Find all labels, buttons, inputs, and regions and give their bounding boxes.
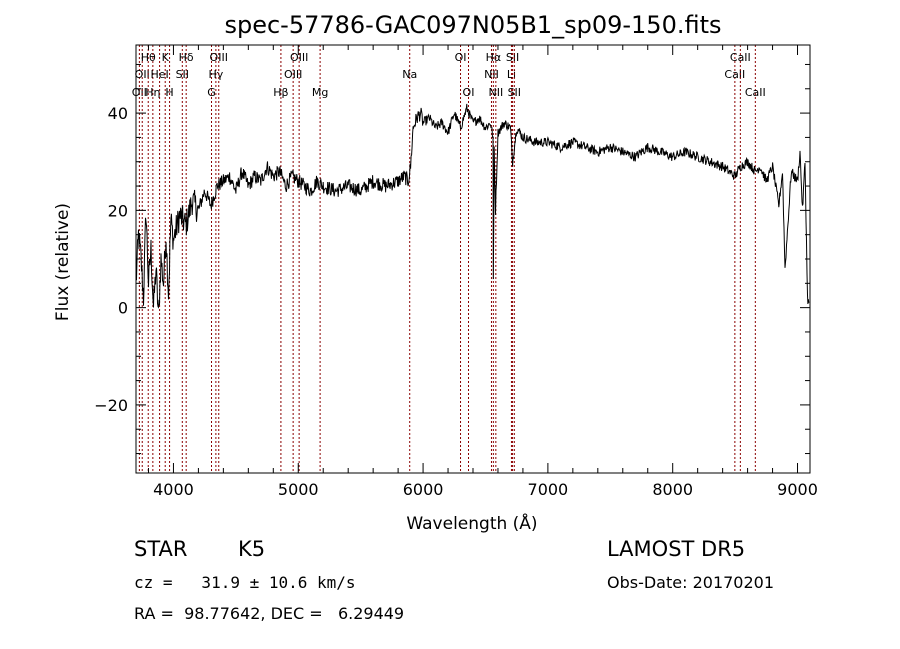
x-tick-label-0: 4000 <box>153 480 194 499</box>
y-tick-label-3: 40 <box>108 104 128 123</box>
coordinates-readout: RA = 98.77642, DEC = 6.29449 <box>134 604 405 623</box>
y-tick-label-1: 0 <box>118 299 128 318</box>
chart-title: spec-57786-GAC097N05B1_sp09-150.fits <box>224 11 721 39</box>
redshift-readout: cz = 31.9 ± 10.6 km/s <box>134 573 356 592</box>
y-tick-label-2: 20 <box>108 201 128 220</box>
observation-date: Obs-Date: 20170201 <box>607 573 775 592</box>
x-tick-label-4: 8000 <box>652 480 693 499</box>
marker-label-3: Hη <box>145 86 160 99</box>
x-axis-label: Wavelength (Å) <box>406 512 537 534</box>
y-axis-label: Flux (relative) <box>53 203 73 321</box>
marker-label-9: G <box>207 86 216 99</box>
marker-label-17: OI <box>455 51 467 64</box>
marker-label-23: SII <box>506 51 519 64</box>
marker-label-4: HeI <box>150 68 168 81</box>
axes: 4000 5000 6000 7000 8000 9000 −20 0 20 40 <box>94 44 818 499</box>
plot-frame <box>135 44 811 474</box>
y-tick-label-0: −20 <box>94 396 128 415</box>
marker-label-7: SII <box>176 68 189 81</box>
spectrum-line <box>135 103 810 309</box>
marker-label-8: Hδ <box>179 51 194 64</box>
marker-label-11: OIII <box>210 51 228 64</box>
marker-label-21: NII <box>488 86 503 99</box>
marker-label-20: Hα <box>486 51 502 64</box>
marker-label-22: Li <box>507 68 516 81</box>
marker-label-1: OII <box>135 68 150 81</box>
x-tick-label-2: 6000 <box>403 480 444 499</box>
object-class: STAR <box>134 537 188 561</box>
marker-label-18: OI <box>463 86 475 99</box>
marker-label-2: Hθ <box>141 51 156 64</box>
marker-label-15: Mg <box>312 86 328 99</box>
marker-label-24: SII <box>508 86 521 99</box>
marker-label-14: OIII <box>290 51 308 64</box>
marker-label-19: NII <box>484 68 499 81</box>
x-tick-label-1: 5000 <box>278 480 319 499</box>
survey-name: LAMOST DR5 <box>607 537 746 561</box>
marker-label-25: CaII <box>724 68 745 81</box>
object-subclass: K5 <box>238 537 266 561</box>
marker-label-6: H <box>165 86 173 99</box>
marker-label-10: Hγ <box>208 68 223 81</box>
marker-label-26: CaII <box>730 51 751 64</box>
marker-label-27: CaII <box>745 86 766 99</box>
marker-label-13: OIII <box>284 68 302 81</box>
marker-label-12: Hβ <box>273 86 288 99</box>
x-tick-label-5: 9000 <box>777 480 818 499</box>
marker-label-5: K <box>162 51 170 64</box>
line-markers: OIIOIIHθHηHeIKHSIIHδGHγOIIIHβOIIIOIIIMgN… <box>132 45 766 473</box>
x-tick-label-3: 7000 <box>528 480 569 499</box>
marker-label-16: Na <box>402 68 417 81</box>
